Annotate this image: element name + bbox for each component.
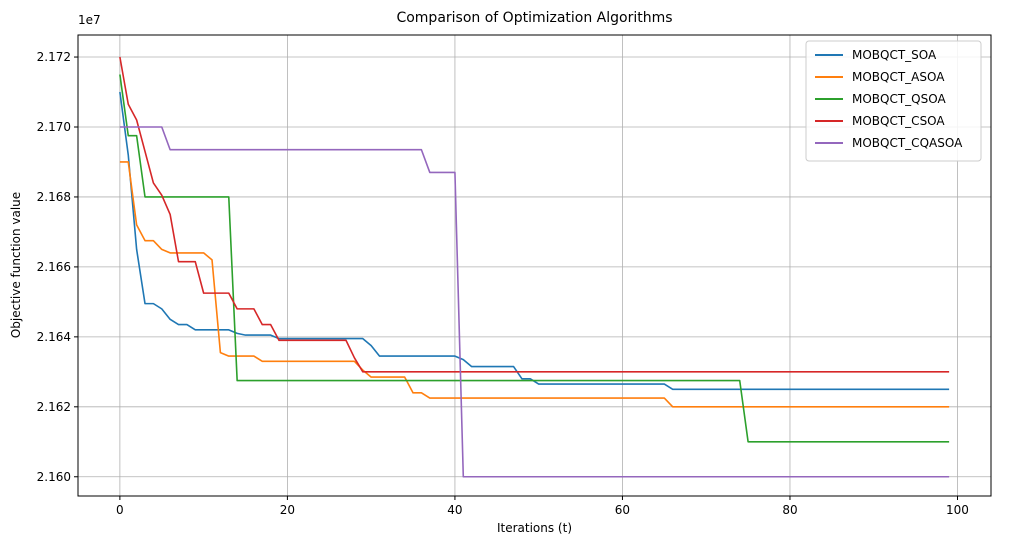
legend-box <box>805 40 982 162</box>
legend-label: MOBQCT_QSOA <box>852 92 946 106</box>
legend-label: MOBQCT_CSOA <box>852 114 945 128</box>
x-tick-label: 40 <box>447 503 462 517</box>
chart-title: Comparison of Optimization Algorithms <box>396 10 672 26</box>
y-tick-label: 2.172 <box>37 50 71 64</box>
series-line-mobqct-asoa <box>119 161 950 408</box>
legend-label: MOBQCT_CQASOA <box>852 136 963 150</box>
y-axis-offset-text: 1e7 <box>78 13 101 27</box>
y-tick-label: 2.170 <box>37 120 71 134</box>
axis-ticks: 0 20 40 60 80 100 2.160 2.162 2.164 2.166 2.168 2.1… <box>37 50 969 517</box>
y-tick-label: 2.160 <box>37 470 71 484</box>
legend-label: MOBQCT_ASOA <box>852 70 945 84</box>
x-tick-label: 0 <box>116 503 124 517</box>
series-line-mobqct-csoa <box>119 56 950 373</box>
series-line-mobqct-cqasoa <box>119 126 950 478</box>
x-axis-label: Iterations (t) <box>497 521 572 535</box>
series-line-mobqct-soa <box>119 91 950 391</box>
y-tick-label: 2.162 <box>37 400 71 414</box>
plot-frame <box>77 34 992 497</box>
series-line-mobqct-qsoa <box>119 74 950 443</box>
legend: MOBQCT_SOA MOBQCT_ASOA MOBQCT_QSOA MOBQCT_C… <box>805 40 982 162</box>
y-tick-label: 2.164 <box>37 330 71 344</box>
y-tick-label: 2.166 <box>37 260 71 274</box>
series-lines <box>119 56 950 478</box>
x-tick-label: 20 <box>280 503 295 517</box>
x-tick-label: 60 <box>615 503 630 517</box>
y-tick-label: 2.168 <box>37 190 71 204</box>
legend-label: MOBQCT_SOA <box>852 48 937 62</box>
y-axis-label: Objective function value <box>9 192 23 338</box>
x-tick-label: 80 <box>782 503 797 517</box>
x-tick-label: 100 <box>946 503 969 517</box>
